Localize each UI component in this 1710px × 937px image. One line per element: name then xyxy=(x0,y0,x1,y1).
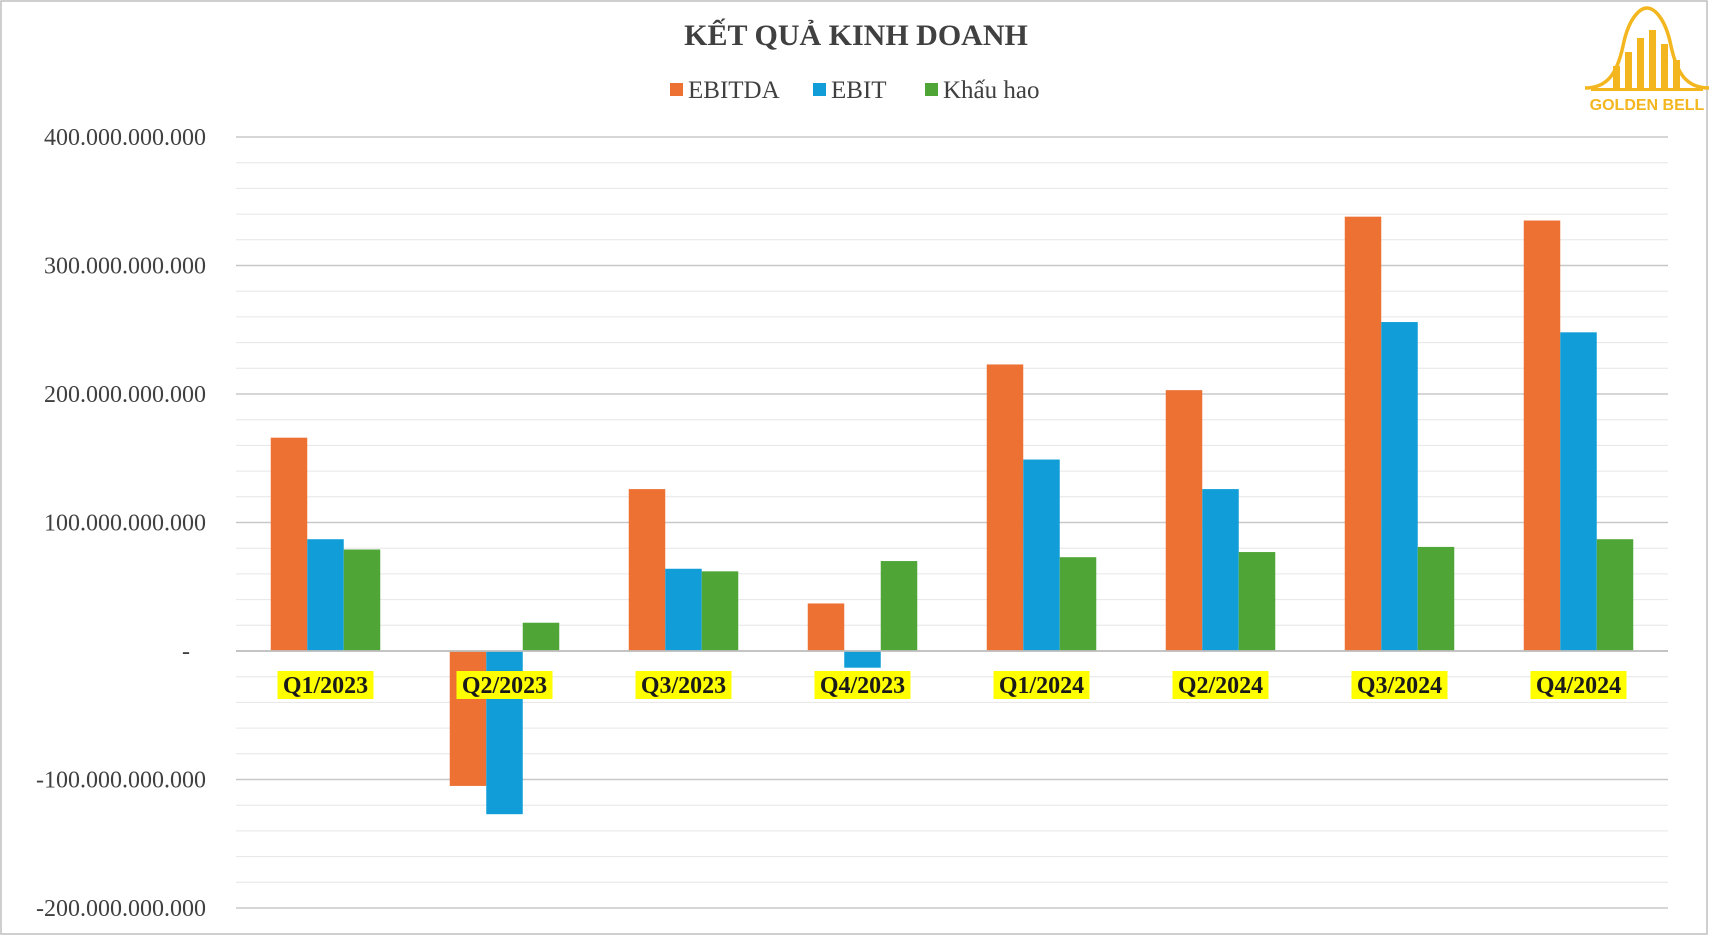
logo-bar xyxy=(1613,66,1620,88)
bar-ebit-q2-2024 xyxy=(1202,489,1239,651)
legend-label-ebitda: EBITDA xyxy=(688,77,780,104)
x-tick-highlight xyxy=(277,671,374,699)
x-tick-highlight xyxy=(1530,671,1627,699)
legend-label-khau-hao: Khấu hao xyxy=(943,77,1040,104)
y-tick-label: -200.000.000.000 xyxy=(36,896,206,922)
bar-ebitda-q3-2023 xyxy=(628,489,666,651)
bar-khau-hao-q2-2023 xyxy=(522,622,560,651)
bar-khau-hao-q4-2024 xyxy=(1596,539,1634,651)
x-tick-label: Q2/2024 xyxy=(1178,673,1263,699)
x-tick-label: Q2/2023 xyxy=(462,673,547,699)
legend-swatch-ebitda xyxy=(670,83,683,96)
bar-ebitda-q4-2023 xyxy=(807,603,845,651)
x-tick-label: Q4/2023 xyxy=(820,673,905,699)
logo-text: GOLDEN BELL xyxy=(1590,97,1705,114)
y-tick-label: 100.000.000.000 xyxy=(44,511,206,537)
bar-ebitda-q3-2024 xyxy=(1344,216,1382,652)
bar-ebit-q3-2023 xyxy=(665,568,702,651)
legend: EBITDA EBIT Khấu hao xyxy=(670,77,1040,104)
bar-ebit-q4-2023 xyxy=(844,651,881,668)
y-tick-label: 300.000.000.000 xyxy=(44,254,206,280)
x-tick-highlight xyxy=(993,671,1090,699)
x-tick-highlight xyxy=(456,671,553,699)
logo-bar xyxy=(1673,60,1680,88)
x-tick-label: Q1/2024 xyxy=(999,673,1084,699)
bar-ebitda-q4-2024 xyxy=(1523,220,1561,651)
bars-group xyxy=(270,216,1634,815)
bar-khau-hao-q4-2023 xyxy=(880,561,918,651)
y-tick-label: 400.000.000.000 xyxy=(44,125,206,151)
x-tick-label: Q3/2024 xyxy=(1357,673,1442,699)
bar-ebitda-q1-2023 xyxy=(270,437,308,651)
x-tick-label: Q1/2023 xyxy=(283,673,368,699)
x-tick-highlight xyxy=(814,671,911,699)
bar-ebit-q1-2024 xyxy=(1023,459,1060,651)
legend-label-ebit: EBIT xyxy=(831,77,887,104)
bar-khau-hao-q1-2023 xyxy=(343,549,381,651)
y-axis-ticks: 400.000.000.000 300.000.000.000 200.000.00… xyxy=(36,125,206,922)
bell-chart-logo-icon xyxy=(1584,6,1710,91)
legend-swatch-ebit xyxy=(813,83,826,96)
bar-ebit-q1-2023 xyxy=(307,539,344,651)
y-tick-label: -100.000.000.000 xyxy=(36,768,206,794)
logo-bar xyxy=(1625,52,1632,88)
x-tick-label: Q4/2024 xyxy=(1536,673,1621,699)
x-tick-highlight xyxy=(1351,671,1448,699)
x-axis-ticks: Q1/2023 Q2/2023 Q3/2023 Q4/2023 Q1/2024 Q2/20… xyxy=(277,671,1627,699)
bar-khau-hao-q2-2024 xyxy=(1238,552,1276,651)
legend-swatch-khau-hao xyxy=(925,83,938,96)
chart-title: KẾT QUẢ KINH DOANH xyxy=(684,18,1028,52)
bar-khau-hao-q3-2023 xyxy=(701,571,739,651)
bar-ebitda-q1-2024 xyxy=(986,364,1024,651)
x-tick-highlight xyxy=(635,671,732,699)
bar-ebitda-q2-2024 xyxy=(1165,390,1203,651)
logo-bar xyxy=(1661,44,1668,88)
logo-bar xyxy=(1649,30,1656,88)
x-tick-label: Q3/2023 xyxy=(641,673,726,699)
bar-khau-hao-q1-2024 xyxy=(1059,557,1097,651)
y-tick-label: - xyxy=(182,639,190,665)
bar-ebit-q4-2024 xyxy=(1560,332,1597,651)
y-tick-label: 200.000.000.000 xyxy=(44,382,206,408)
x-tick-highlight xyxy=(1172,671,1269,699)
bar-khau-hao-q3-2024 xyxy=(1417,546,1455,651)
bar-ebit-q3-2024 xyxy=(1381,322,1418,651)
logo: GOLDEN BELL xyxy=(1584,6,1710,114)
logo-bar xyxy=(1637,38,1644,88)
